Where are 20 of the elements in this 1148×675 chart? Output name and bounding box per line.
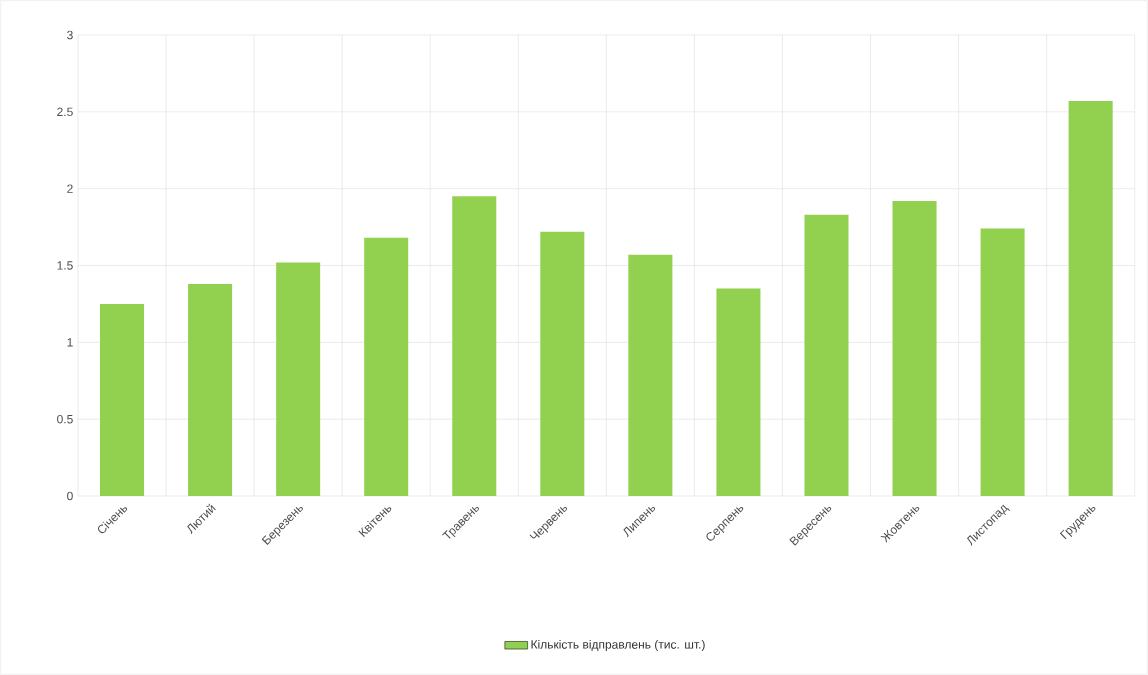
y-tick-label: 2.5	[57, 107, 73, 117]
bar	[980, 228, 1025, 496]
y-tick-label: 2	[67, 184, 73, 193]
y-tick-label: 1.5	[57, 261, 73, 270]
bar	[452, 196, 497, 496]
y-tick-label: 3	[67, 30, 73, 40]
bar	[276, 262, 321, 496]
bar	[716, 288, 761, 496]
bar	[540, 231, 585, 496]
bar	[628, 254, 673, 496]
legend-label: Кількість відправлень (тис. шт.)	[531, 639, 705, 652]
bar	[364, 237, 409, 496]
bar	[804, 214, 849, 496]
bar	[1068, 101, 1113, 496]
y-tick-label: 1	[67, 338, 73, 347]
bar	[188, 283, 233, 496]
bar	[892, 200, 937, 496]
y-tick-label: 0	[67, 491, 73, 501]
y-tick-label: 0.5	[57, 414, 73, 424]
bar	[100, 303, 145, 496]
